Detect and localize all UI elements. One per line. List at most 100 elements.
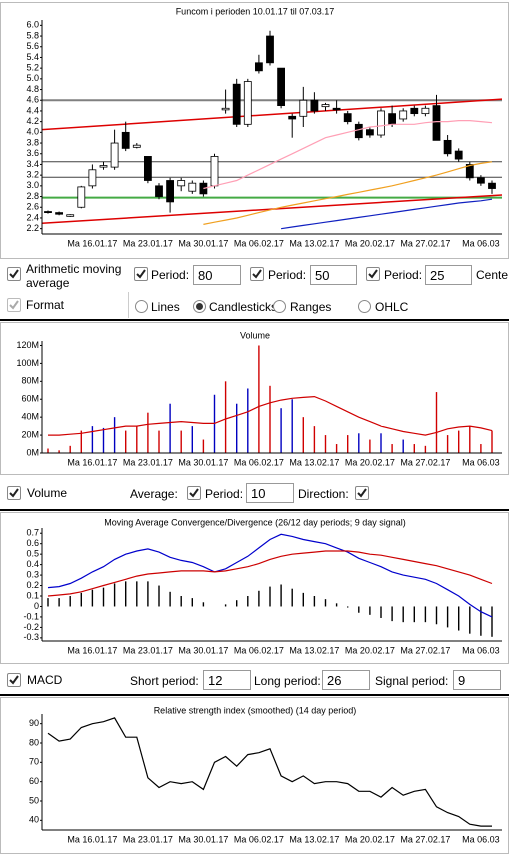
bar — [125, 581, 127, 607]
bar — [324, 599, 327, 607]
bar — [291, 588, 293, 607]
period-input[interactable]: 25 — [425, 265, 472, 285]
y-tick-label: 5.2 — [26, 63, 39, 73]
bar — [446, 435, 449, 453]
bar — [69, 596, 71, 607]
candle-body — [44, 211, 52, 213]
candle-body — [321, 104, 330, 108]
y-tick-label: 0 — [34, 601, 39, 611]
divider — [128, 292, 129, 318]
bar — [91, 589, 94, 607]
checkbox[interactable] — [187, 486, 201, 500]
bar — [335, 444, 338, 453]
candle-body — [132, 144, 141, 148]
bar — [435, 606, 438, 625]
period-input[interactable]: 80 — [193, 265, 241, 285]
line — [48, 395, 493, 436]
panel-frame — [0, 322, 509, 475]
bar — [358, 606, 360, 613]
bar — [102, 587, 105, 607]
x-tick-label: Ma 13.02.17 — [289, 645, 339, 655]
long-input[interactable]: 26 — [322, 670, 370, 690]
bar — [113, 583, 116, 607]
bar — [236, 600, 238, 607]
y-tick-label: 80M — [21, 376, 39, 386]
y-tick-label: 60M — [21, 394, 39, 404]
x-tick-label: Ma 13.02.17 — [289, 457, 339, 467]
radio[interactable] — [273, 300, 286, 313]
candle-body — [99, 165, 108, 168]
candle-body — [332, 107, 341, 111]
bar — [147, 581, 149, 607]
bar — [280, 408, 282, 453]
bar — [402, 606, 404, 623]
y-tick-label: 90 — [29, 718, 39, 728]
chart-title: Volume — [240, 330, 270, 340]
candle-body — [266, 35, 274, 64]
bar — [224, 381, 227, 453]
period-input[interactable]: 10 — [246, 483, 294, 503]
radio[interactable] — [358, 300, 371, 313]
bar — [58, 450, 60, 453]
x-tick-label: Ma 06.03 — [462, 238, 500, 248]
average-label: Average: — [130, 487, 178, 501]
checkbox[interactable] — [366, 267, 380, 281]
bar — [47, 448, 49, 453]
bar — [424, 606, 427, 623]
y-tick-label: 120M — [16, 340, 39, 350]
y-tick-label: 0.7 — [26, 528, 39, 538]
checkbox[interactable] — [7, 673, 21, 687]
bar — [347, 606, 349, 608]
period-label: Period: — [205, 487, 244, 501]
x-tick-label: Ma 06.03 — [462, 645, 500, 655]
radio-label: Lines — [151, 300, 180, 314]
checkbox[interactable] — [7, 267, 21, 281]
bar — [80, 592, 82, 607]
line — [203, 120, 493, 190]
candle-body — [155, 185, 163, 197]
bar — [302, 417, 304, 453]
y-tick-label: -0.2 — [23, 622, 39, 632]
y-tick-label: 0.3 — [26, 569, 39, 579]
radio[interactable] — [193, 300, 206, 313]
bar — [169, 403, 171, 453]
signal-input[interactable]: 9 — [453, 670, 501, 690]
bar — [458, 430, 460, 453]
y-tick-label: 20M — [21, 429, 39, 439]
bar — [380, 606, 382, 618]
y-tick-label: 3.2 — [26, 170, 39, 180]
y-tick-label: 0M — [26, 447, 39, 457]
x-tick-label: Ma 23.01.17 — [123, 457, 173, 467]
y-tick-label: 0.6 — [26, 538, 39, 548]
short-input[interactable]: 12 — [203, 670, 251, 690]
candle-body — [210, 156, 219, 187]
checkbox[interactable] — [250, 267, 264, 281]
bar — [402, 439, 404, 453]
bar — [335, 603, 338, 607]
y-tick-label: 0.1 — [26, 590, 39, 600]
bar — [369, 439, 371, 453]
y-tick-label: 0.2 — [26, 580, 39, 590]
y-tick-label: 3.0 — [26, 180, 39, 190]
x-tick-label: Ma 06.02.17 — [234, 238, 284, 248]
checkbox[interactable] — [7, 486, 21, 500]
period-input[interactable]: 50 — [310, 265, 357, 285]
bar — [202, 602, 205, 607]
bar — [358, 433, 360, 453]
candle-body — [166, 180, 175, 203]
y-tick-label: 5.6 — [26, 41, 39, 51]
bar — [469, 606, 471, 634]
radio[interactable] — [135, 300, 148, 313]
bar — [302, 592, 304, 607]
bar — [258, 345, 260, 453]
x-tick-label: Ma 20.02.17 — [345, 645, 395, 655]
bar — [413, 444, 415, 453]
candle-body — [310, 99, 319, 112]
checkbox — [7, 298, 21, 312]
checkbox[interactable] — [355, 486, 369, 500]
candle-body — [443, 139, 452, 155]
x-tick-label: Ma 27.02.17 — [400, 238, 450, 248]
candle-body — [421, 107, 430, 115]
checkbox[interactable] — [134, 267, 148, 281]
